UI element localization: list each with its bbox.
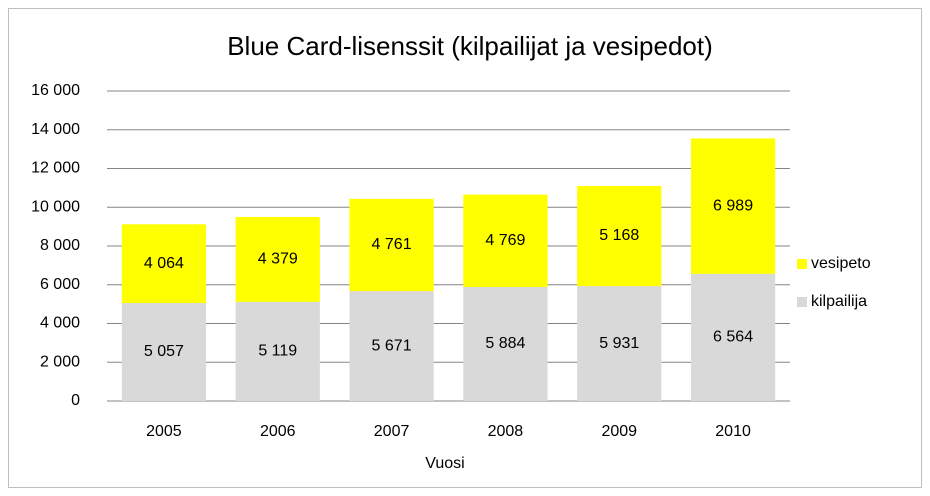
y-tick-label: 6 000 — [40, 276, 80, 293]
data-label: 5 057 — [144, 343, 184, 360]
data-label: 6 564 — [713, 329, 753, 346]
x-tick-label: 2005 — [146, 423, 182, 440]
bar-segment — [235, 301, 320, 401]
bar-segment — [463, 194, 548, 287]
y-tick-label: 4 000 — [40, 315, 80, 332]
bar-segment — [463, 286, 548, 401]
legend-label: kilpailija — [811, 293, 867, 310]
x-tick-label: 2009 — [601, 423, 637, 440]
bar-segment — [690, 138, 776, 274]
x-tick-label: 2010 — [715, 423, 751, 440]
bar-segment — [349, 291, 434, 401]
y-tick-label: 8 000 — [40, 237, 80, 254]
chart-title: Blue Card-lisenssit (kilpailijat ja vesi… — [227, 31, 713, 61]
data-label: 5 931 — [599, 335, 639, 352]
y-tick-label: 14 000 — [31, 121, 80, 138]
bar-segment — [121, 224, 207, 304]
bar-segment — [690, 273, 776, 401]
x-axis-label: Vuosi — [425, 455, 464, 472]
data-label: 4 379 — [258, 251, 298, 268]
x-tick-label: 2008 — [488, 423, 524, 440]
x-tick-label: 2006 — [260, 423, 296, 440]
bar-segment — [349, 198, 434, 292]
y-tick-label: 10 000 — [31, 198, 80, 215]
x-tick-label: 2007 — [374, 423, 410, 440]
data-label: 5 168 — [599, 227, 639, 244]
data-label: 4 064 — [144, 255, 184, 272]
legend-label: vesipeto — [811, 255, 871, 272]
y-tick-label: 12 000 — [31, 160, 80, 177]
legend-swatch — [797, 259, 807, 269]
data-label: 4 769 — [485, 232, 525, 249]
data-label: 5 119 — [258, 343, 297, 360]
data-label: 5 884 — [485, 335, 525, 352]
bar-segment — [577, 286, 662, 401]
bar-segment — [577, 185, 662, 287]
bar-segment — [235, 216, 320, 302]
data-label: 4 761 — [372, 236, 412, 253]
data-label: 5 671 — [372, 337, 412, 354]
y-tick-label: 16 000 — [31, 82, 80, 99]
y-tick-label: 0 — [71, 392, 80, 409]
bar-segment — [121, 303, 207, 401]
data-label: 6 989 — [713, 197, 753, 214]
y-tick-label: 2 000 — [40, 353, 80, 370]
legend-swatch — [797, 297, 807, 307]
